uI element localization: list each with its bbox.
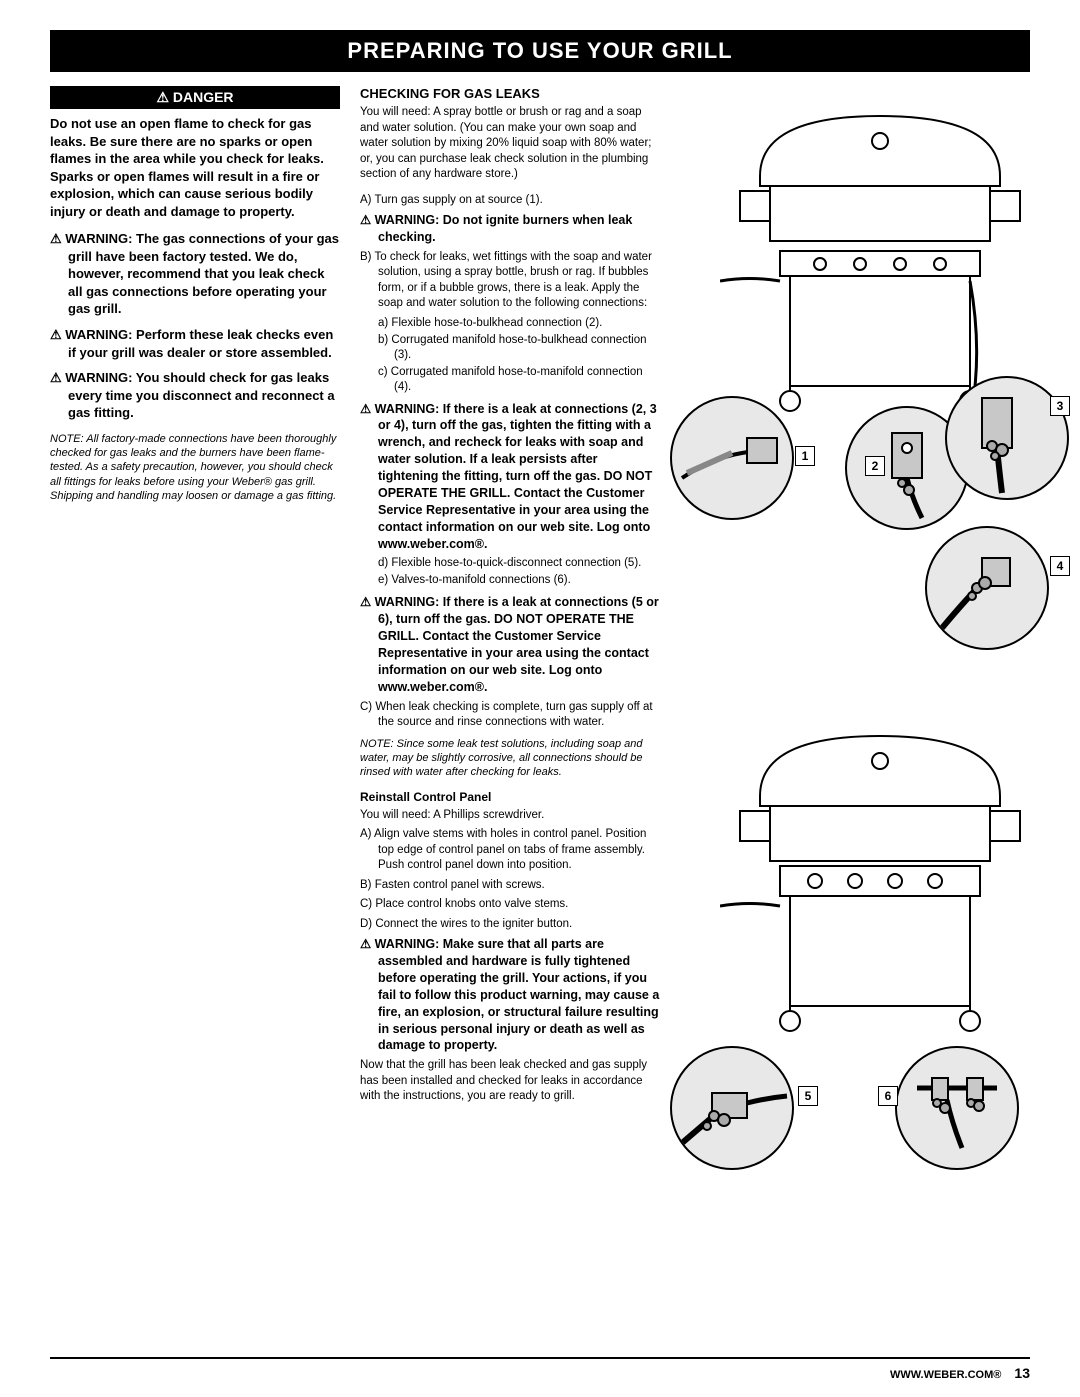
reinstall-steps: A) Align valve stems with holes in contr… <box>360 827 660 932</box>
left-warning-list: ⚠ WARNING: The gas connections of your g… <box>50 230 340 421</box>
section-title: CHECKING FOR GAS LEAKS <box>360 86 660 101</box>
label-6: 6 <box>878 1086 898 1106</box>
label-2: 2 <box>865 456 885 476</box>
step-c: C) When leak checking is complete, turn … <box>360 700 660 731</box>
sub-list-abc: a) Flexible hose-to-bulkhead connection … <box>378 316 660 395</box>
step-b: B) To check for leaks, wet fittings with… <box>360 250 660 312</box>
reinstall-need: You will need: A Phillips screwdriver. <box>360 808 660 824</box>
label-3: 3 <box>1050 396 1070 416</box>
middle-column: CHECKING FOR GAS LEAKS You will need: A … <box>360 86 660 1266</box>
sub-d: d) Flexible hose-to-quick-disconnect con… <box>378 556 660 571</box>
page-banner: PREPARING TO USE YOUR GRILL <box>50 30 1030 72</box>
step-a: A) Turn gas supply on at source (1). <box>360 193 660 209</box>
warning-no-ignite: ⚠ WARNING: Do not ignite burners when le… <box>360 212 660 246</box>
page-number: 13 <box>1014 1365 1030 1381</box>
grill-upper-icon <box>720 86 1040 416</box>
callout-3-icon <box>945 376 1069 500</box>
label-5: 5 <box>798 1086 818 1106</box>
page-footer: WWW.WEBER.COM® 13 <box>890 1365 1030 1381</box>
diagram-column: 1 2 <box>680 86 1030 1266</box>
callout-4-icon <box>925 526 1049 650</box>
sub-b: b) Corrugated manifold hose-to-bulkhead … <box>378 333 660 363</box>
reinstall-b: B) Fasten control panel with screws. <box>360 878 660 894</box>
sub-c: c) Corrugated manifold hose-to-manifold … <box>378 365 660 395</box>
warning-item: ⚠ WARNING: The gas connections of your g… <box>50 230 340 318</box>
footer-url: WWW.WEBER.COM® <box>890 1369 1001 1381</box>
sub-list-de: d) Flexible hose-to-quick-disconnect con… <box>378 556 660 588</box>
left-column: ⚠ DANGER Do not use an open flame to che… <box>50 86 340 1266</box>
callout-5-icon <box>670 1046 794 1170</box>
reinstall-d: D) Connect the wires to the igniter butt… <box>360 917 660 933</box>
sub-e: e) Valves-to-manifold connections (6). <box>378 573 660 588</box>
warning-item: ⚠ WARNING: Perform these leak checks eve… <box>50 326 340 361</box>
footer-rule <box>50 1357 1030 1359</box>
label-1: 1 <box>795 446 815 466</box>
reinstall-heading: Reinstall Control Panel <box>360 790 660 804</box>
callout-6-icon <box>895 1046 1019 1170</box>
label-4: 4 <box>1050 556 1070 576</box>
intro-text: You will need: A spray bottle or brush o… <box>360 105 660 183</box>
reinstall-a: A) Align valve stems with holes in contr… <box>360 827 660 874</box>
grill-lower-icon <box>720 706 1040 1036</box>
mid-note: NOTE: Since some leak test solutions, in… <box>360 737 660 780</box>
page: PREPARING TO USE YOUR GRILL ⚠ DANGER Do … <box>0 0 1080 1397</box>
warning-leak-234: ⚠ WARNING: If there is a leak at connect… <box>360 401 660 553</box>
left-note: NOTE: All factory-made connections have … <box>50 432 340 503</box>
step-list: A) Turn gas supply on at source (1). ⚠ W… <box>360 193 660 312</box>
warning-assembly: ⚠ WARNING: Make sure that all parts are … <box>360 936 660 1054</box>
callout-1-icon <box>670 396 794 520</box>
reinstall-c: C) Place control knobs onto valve stems. <box>360 897 660 913</box>
warning-leak-56: ⚠ WARNING: If there is a leak at connect… <box>360 594 660 695</box>
closing-text: Now that the grill has been leak checked… <box>360 1058 660 1105</box>
warning-item: ⚠ WARNING: You should check for gas leak… <box>50 369 340 422</box>
danger-heading: ⚠ DANGER <box>50 86 340 109</box>
grill-diagram: 1 2 <box>680 86 1030 1266</box>
columns: ⚠ DANGER Do not use an open flame to che… <box>50 86 1030 1266</box>
sub-a: a) Flexible hose-to-bulkhead connection … <box>378 316 660 331</box>
danger-text: Do not use an open flame to check for ga… <box>50 115 340 220</box>
